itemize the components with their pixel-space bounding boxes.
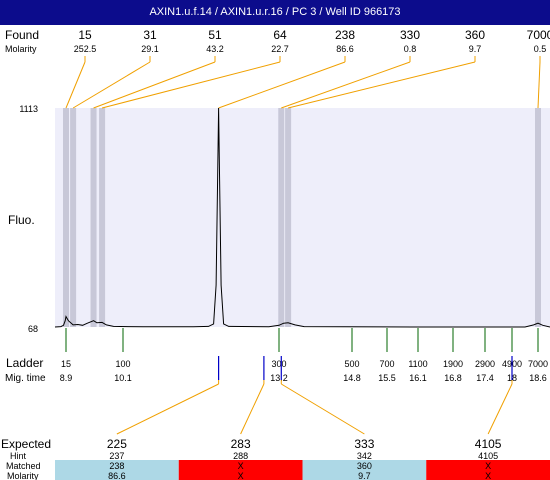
- expected-molarity: X: [485, 471, 491, 480]
- found-peak-size: 7000: [527, 28, 550, 42]
- ladder-time-label: 17.4: [476, 373, 494, 383]
- hint-row-label: Hint: [10, 451, 27, 461]
- y-axis-min-label: 68: [28, 324, 38, 334]
- ladder-size-label: 2900: [475, 359, 495, 369]
- expected-table: 22523723886.6283288XX3333423609.74105410…: [55, 437, 550, 480]
- expected-molarity: 9.7: [358, 471, 371, 480]
- ladder-ticks: [65, 328, 539, 352]
- ladder-size-label: 500: [344, 359, 359, 369]
- found-peak-bands: [63, 108, 541, 327]
- found-peak-connector: [281, 61, 411, 109]
- ladder-time-label: 15.5: [378, 373, 396, 383]
- molarity-bottom-row-label: Molarity: [7, 471, 39, 480]
- found-peak-band: [90, 108, 97, 327]
- found-peak-molarity: 29.1: [141, 44, 159, 54]
- ladder-row-label: Ladder: [6, 356, 43, 370]
- found-peak-molarity: 86.6: [336, 44, 354, 54]
- expected-matched: 360: [357, 461, 372, 471]
- found-peak-size: 31: [143, 28, 157, 42]
- expected-size: 333: [354, 437, 374, 451]
- found-peak-molarity: 252.5: [74, 44, 97, 54]
- matched-row-label: Matched: [6, 461, 41, 471]
- expected-hint: 342: [357, 451, 372, 461]
- ladder-time-label: 13.2: [270, 373, 288, 383]
- found-peak-connector: [101, 61, 281, 109]
- found-peak-band: [535, 108, 541, 327]
- ladder-time-label: 16.1: [409, 373, 427, 383]
- expected-size: 4105: [475, 437, 502, 451]
- expected-molarity: X: [238, 471, 244, 480]
- expected-hint: 288: [233, 451, 248, 461]
- ladder-time-label: 16.8: [444, 373, 462, 383]
- match-status-cell: [426, 460, 550, 480]
- found-peak-molarity: 0.5: [534, 44, 547, 54]
- ladder-size-label: 700: [379, 359, 394, 369]
- expected-hint: 237: [109, 451, 124, 461]
- found-peak-size: 64: [273, 28, 287, 42]
- ladder-size-label: 1900: [443, 359, 463, 369]
- found-row-label: Found: [5, 28, 39, 42]
- found-peak-band: [99, 108, 106, 327]
- found-peak-connector: [218, 61, 346, 109]
- ladder-size-label: 1100: [408, 359, 427, 369]
- found-peak-molarity: 22.7: [271, 44, 289, 54]
- expected-matched: 238: [109, 461, 124, 471]
- found-peak-size: 15: [78, 28, 92, 42]
- found-peak-band: [70, 108, 77, 327]
- ladder-size-label: 100: [115, 359, 130, 369]
- expected-hint: 4105: [478, 451, 498, 461]
- expected-size: 283: [231, 437, 251, 451]
- expected-markers: [218, 356, 513, 380]
- found-peak-size: 360: [465, 28, 485, 42]
- found-peak-connector: [288, 61, 476, 109]
- found-peak-labels: 15 252.5 31 29.1 51 43.2 64 22.7 238 86.6 330 0.8 36…: [74, 28, 550, 54]
- ladder-size-label: 7000: [528, 359, 548, 369]
- ladder-time-label: 18.6: [529, 373, 547, 383]
- found-peak-connector: [72, 61, 151, 109]
- found-peak-connector: [93, 61, 216, 109]
- expected-connector: [487, 383, 513, 435]
- mig-time-row-label: Mig. time: [5, 373, 46, 384]
- expected-matched: X: [238, 461, 244, 471]
- expected-row-label: Expected: [1, 437, 51, 451]
- found-peak-band: [63, 108, 69, 327]
- fluo-axis-label: Fluo.: [8, 213, 35, 227]
- expected-connector: [116, 383, 219, 435]
- expected-matched: X: [485, 461, 491, 471]
- found-peak-connectors: [65, 56, 541, 109]
- expected-connector: [281, 383, 365, 435]
- found-peak-size: 51: [208, 28, 222, 42]
- ladder-time-label: 8.9: [60, 373, 73, 383]
- ladder-size-label: 15: [61, 359, 71, 369]
- found-peak-molarity: 43.2: [206, 44, 224, 54]
- found-peak-molarity: 9.7: [469, 44, 482, 54]
- found-peak-band: [285, 108, 292, 327]
- ladder-time-label: 10.1: [114, 373, 132, 383]
- molarity-row-label: Molarity: [5, 44, 37, 54]
- found-peak-connector: [65, 61, 86, 109]
- ladder-labels: 15 8.9 100 10.1 300 13.2 500 14.8 700 15.5 1100 16.…: [60, 359, 548, 383]
- match-status-cell: [302, 460, 427, 480]
- expected-connectors: [116, 380, 513, 435]
- found-peak-size: 238: [335, 28, 355, 42]
- expected-size: 225: [107, 437, 127, 451]
- found-peak-band: [278, 108, 285, 327]
- found-peak-size: 330: [400, 28, 420, 42]
- expected-connector: [240, 383, 265, 435]
- match-status-cell: [178, 460, 303, 480]
- chart-title: AXIN1.u.f.14 / AXIN1.u.r.16 / PC 3 / Wel…: [0, 0, 550, 25]
- found-peak-molarity: 0.8: [404, 44, 417, 54]
- y-axis-max-label: 1113: [19, 104, 38, 114]
- ladder-time-label: 14.8: [343, 373, 361, 383]
- found-peak-connector: [537, 61, 541, 109]
- match-status-cell: [55, 460, 179, 480]
- plot-area: [55, 108, 550, 327]
- expected-molarity: 86.6: [108, 471, 126, 480]
- ladder-size-label: 300: [271, 359, 286, 369]
- fluorescence-trace: [54, 107, 550, 328]
